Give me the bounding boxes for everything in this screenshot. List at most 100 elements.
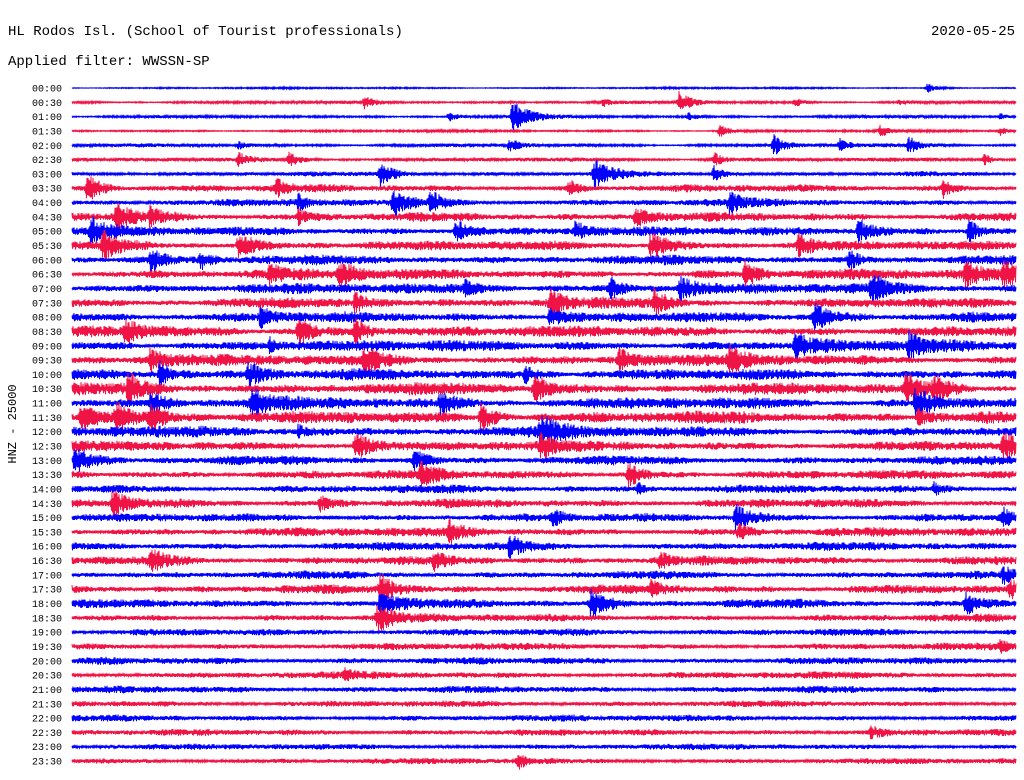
trace-15-00 [71,503,1017,532]
trace-07-00 [71,275,1017,303]
time-label: 09:30 [32,357,62,368]
trace-17-30 [71,573,1017,603]
trace-08-00 [71,302,1017,332]
trace-04-00 [71,190,1017,216]
time-label: 04:00 [32,199,62,210]
trace-00-00 [71,83,1017,93]
time-label: 02:30 [32,156,62,167]
y-axis-label: HNZ - 25000 [6,384,20,463]
trace-07-30 [71,287,1017,315]
time-label: 21:30 [32,700,62,711]
time-label: 08:00 [32,314,62,325]
trace-20-00 [71,656,1017,665]
trace-11-00 [71,388,1017,420]
trace-09-00 [71,329,1017,361]
time-label: 05:30 [32,242,62,253]
time-label: 15:30 [32,528,62,539]
trace-22-30 [71,725,1017,740]
trace-04-30 [71,202,1017,232]
time-label: 06:30 [32,271,62,282]
time-label: 14:00 [32,486,62,497]
time-label: 00:30 [32,99,62,110]
time-label: 22:00 [32,715,62,726]
time-label: 18:30 [32,614,62,625]
trace-05-30 [71,229,1017,260]
time-label: 17:30 [32,586,62,597]
trace-19-30 [71,639,1017,654]
trace-13-30 [71,460,1017,488]
time-label: 10:00 [32,371,62,382]
time-label: 14:30 [32,500,62,511]
trace-10-30 [71,372,1017,405]
trace-21-30 [71,700,1017,708]
trace-08-30 [71,317,1017,345]
time-label: 22:30 [32,729,62,740]
time-label: 10:30 [32,385,62,396]
trace-01-30 [71,124,1017,137]
time-label: 02:00 [32,142,62,153]
trace-23-00 [71,743,1017,751]
time-label: 12:30 [32,443,62,454]
trace-20-30 [71,667,1017,682]
time-label: 01:30 [32,128,62,139]
trace-01-00 [71,103,1017,133]
trace-12-30 [71,432,1017,462]
time-label: 01:00 [32,113,62,124]
trace-23-30 [71,755,1017,770]
time-label: 17:00 [32,571,62,582]
time-label: 07:00 [32,285,62,296]
trace-10-00 [71,360,1017,389]
plot-date: 2020-05-25 [931,24,1015,40]
time-label: 21:00 [32,686,62,697]
time-label: 04:30 [32,213,62,224]
station-title: HL Rodos Isl. (School of Tourist profess… [8,24,403,40]
trace-00-30 [71,91,1017,110]
trace-09-30 [71,344,1017,377]
time-label: 11:30 [32,414,62,425]
trace-03-30 [71,176,1017,200]
trace-18-00 [71,588,1017,619]
trace-06-30 [71,260,1017,291]
time-label: 16:00 [32,543,62,554]
trace-11-30 [71,401,1017,434]
time-label: 19:00 [32,629,62,640]
trace-22-00 [71,714,1017,722]
trace-14-00 [71,481,1017,496]
time-label: 23:00 [32,743,62,754]
time-label: 20:30 [32,672,62,683]
time-label: 09:00 [32,342,62,353]
time-label: 13:00 [32,457,62,468]
time-labels: 00:00 00:30 01:00 01:30 02:00 02:30 03:00 03:30… [32,85,62,769]
traces [71,83,1017,770]
time-label: 23:30 [32,758,62,769]
trace-06-00 [71,250,1017,273]
trace-12-00 [71,415,1017,445]
trace-21-00 [71,685,1017,694]
time-label: 12:00 [32,428,62,439]
trace-19-00 [71,628,1017,636]
trace-17-00 [71,566,1017,585]
time-label: 18:00 [32,600,62,611]
time-label: 00:00 [32,85,62,96]
trace-02-30 [71,151,1017,167]
trace-03-00 [71,159,1017,190]
time-label: 08:30 [32,328,62,339]
time-label: 06:00 [32,256,62,267]
time-label: 20:00 [32,657,62,668]
trace-05-00 [71,216,1017,246]
time-label: 13:30 [32,471,62,482]
trace-16-00 [71,535,1017,559]
time-label: 05:00 [32,228,62,239]
trace-13-00 [71,449,1017,472]
trace-18-30 [71,605,1017,632]
time-label: 19:30 [32,643,62,654]
trace-14-30 [71,491,1017,517]
time-label: 07:30 [32,299,62,310]
time-label: 16:30 [32,557,62,568]
time-label: 03:30 [32,185,62,196]
trace-15-30 [71,518,1017,545]
time-label: 15:00 [32,514,62,525]
filter-label: Applied filter: WWSSN-SP [8,54,210,70]
time-label: 03:00 [32,170,62,181]
